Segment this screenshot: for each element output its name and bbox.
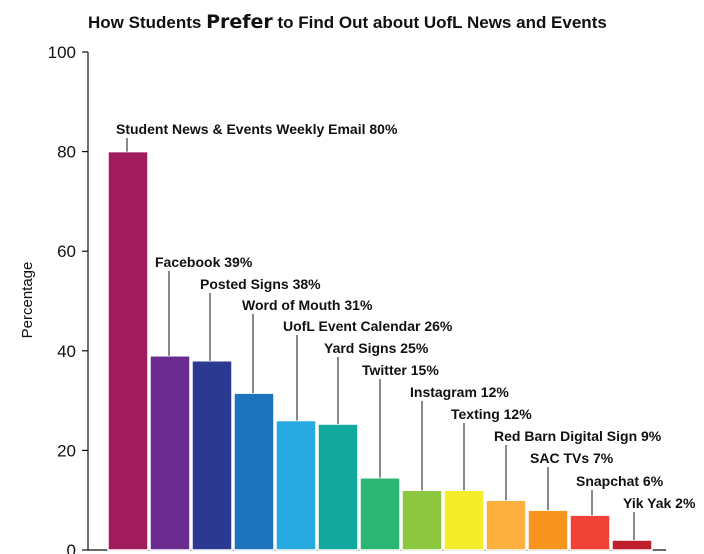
bar-label: UofL Event Calendar 26% <box>283 318 453 334</box>
bar-label: Instagram 12% <box>410 384 509 400</box>
bar <box>191 360 233 551</box>
y-axis-label: Percentage <box>19 262 36 339</box>
bars-group <box>107 150 653 551</box>
bar-label: Student News & Events Weekly Email 80% <box>116 121 398 137</box>
chart-title-emphasis: Prefer <box>206 11 273 33</box>
bar-label: Texting 12% <box>451 406 532 422</box>
bar-label: Snapchat 6% <box>576 473 664 489</box>
bar-label: Yard Signs 25% <box>324 340 429 356</box>
y-tick-label: 60 <box>57 242 76 261</box>
y-tick-label: 40 <box>57 342 76 361</box>
bar <box>233 392 275 551</box>
bar <box>611 539 653 551</box>
y-tick-label: 20 <box>57 441 76 460</box>
bar-label: Red Barn Digital Sign 9% <box>494 428 662 444</box>
bar-label: SAC TVs 7% <box>530 450 614 466</box>
data-labels-group: Student News & Events Weekly Email 80% Fa… <box>116 121 696 541</box>
bar <box>569 514 611 551</box>
bar <box>149 355 191 551</box>
bar <box>317 423 359 551</box>
bar <box>527 509 569 551</box>
bar-label: Posted Signs 38% <box>200 276 321 292</box>
chart-title: How Students Prefer to Find Out about Uo… <box>88 11 607 33</box>
bar <box>485 499 527 551</box>
bar <box>443 489 485 551</box>
bar-label: Word of Mouth 31% <box>242 297 373 313</box>
bar-label: Yik Yak 2% <box>623 495 696 511</box>
bar-label: Twitter 15% <box>362 362 439 378</box>
y-tick-label: 80 <box>57 143 76 162</box>
y-tick-label: 100 <box>48 43 76 62</box>
bar <box>359 477 401 551</box>
bar <box>107 150 149 551</box>
y-tick-label: 0 <box>67 541 76 554</box>
chart-title-before: How Students <box>88 13 206 32</box>
chart-title-after: to Find Out about UofL News and Events <box>273 13 607 32</box>
bar <box>275 419 317 551</box>
bar <box>401 489 443 551</box>
bar-label: Facebook 39% <box>155 254 253 270</box>
